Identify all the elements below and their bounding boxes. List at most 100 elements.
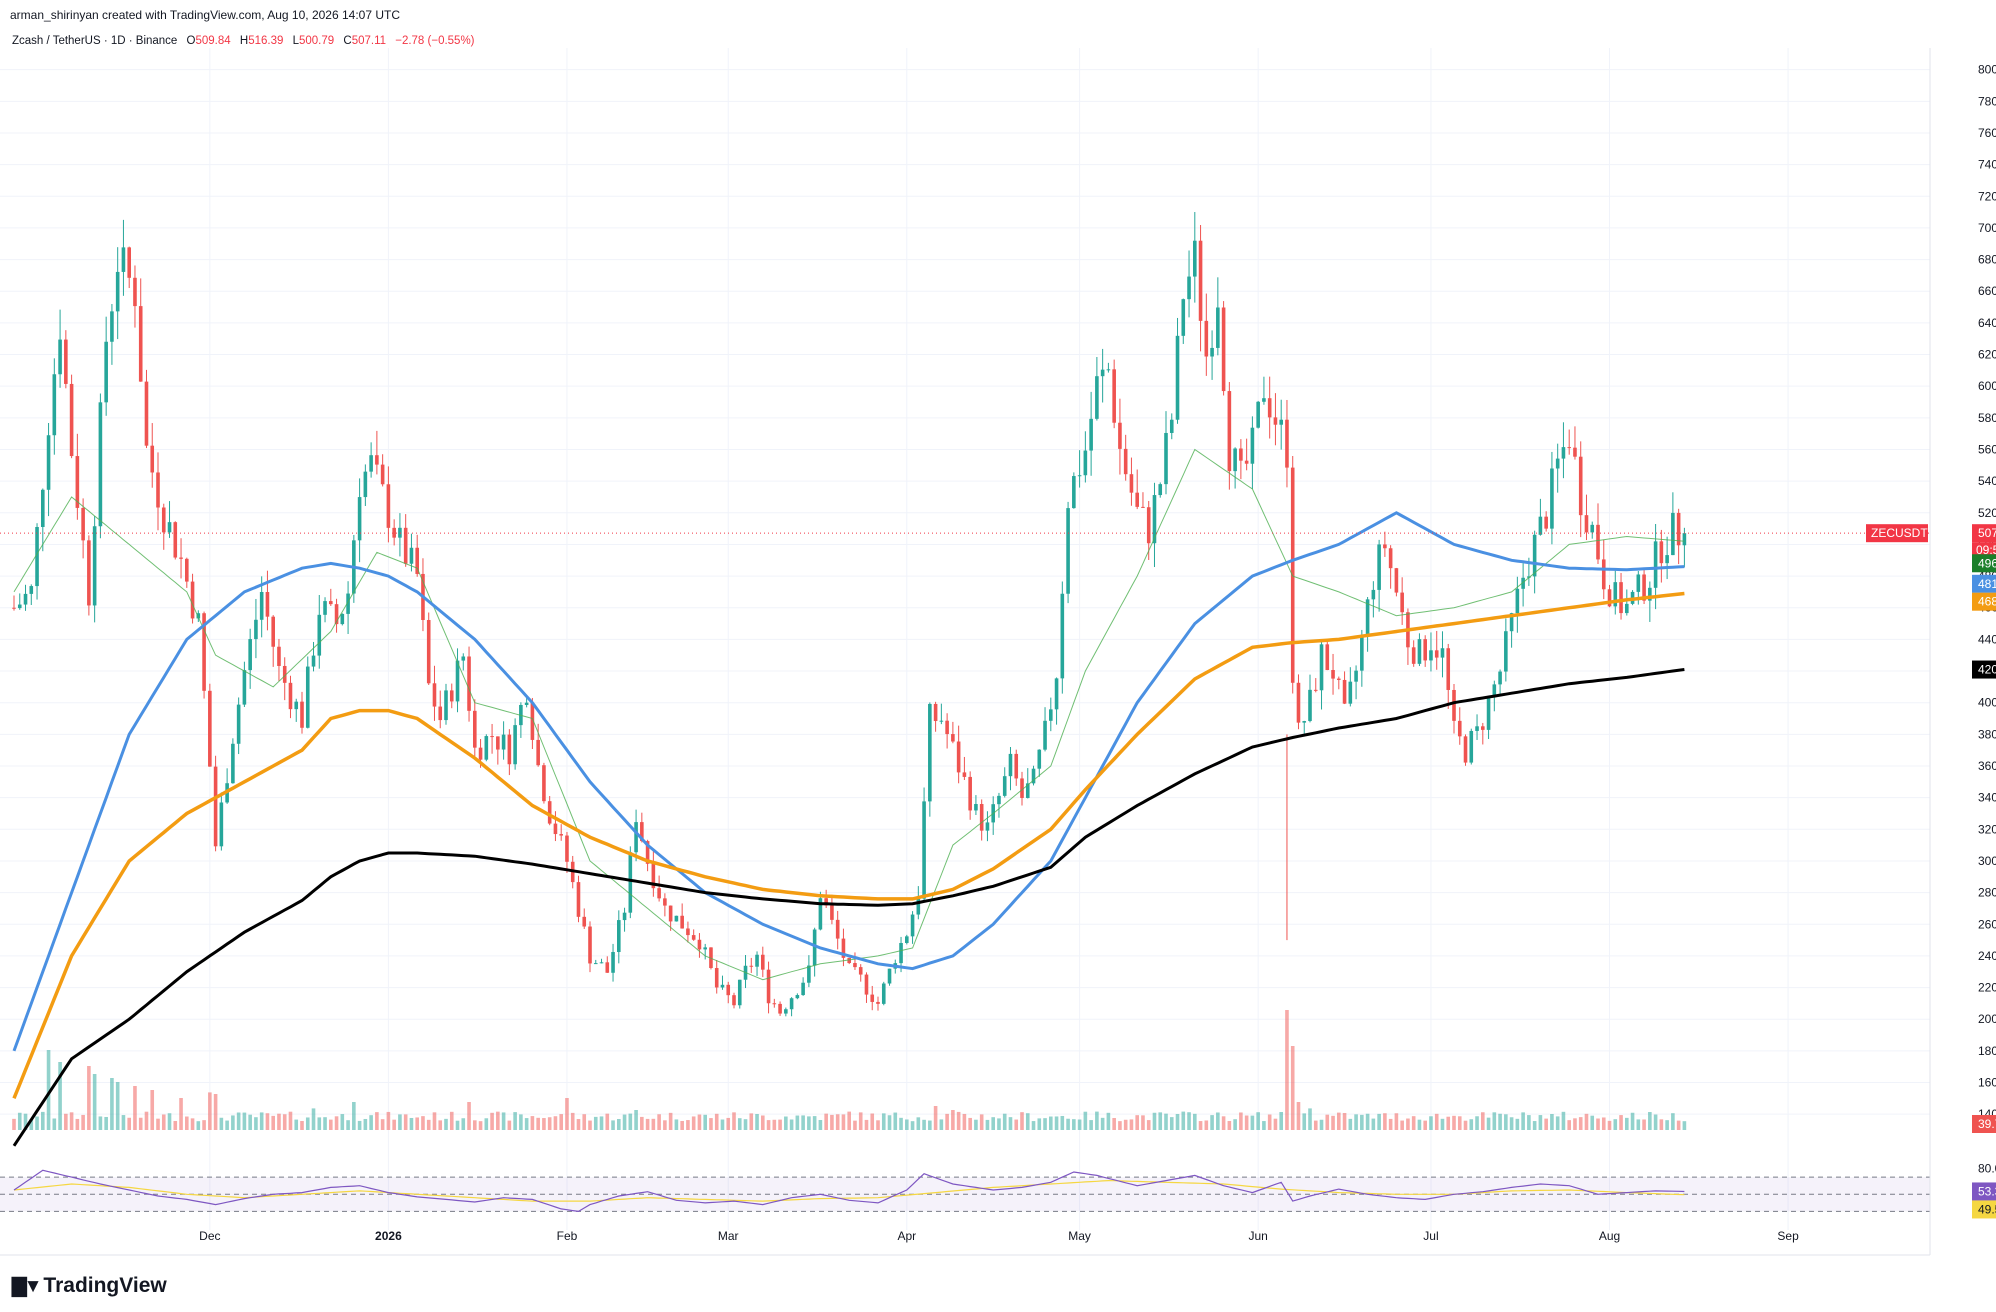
volume-bar (1290, 1046, 1295, 1130)
volume-bar (35, 1116, 39, 1130)
volume-bar (807, 1116, 811, 1130)
volume-bar (876, 1120, 880, 1130)
candle-body (1233, 448, 1237, 472)
volume-bar (853, 1120, 857, 1130)
y-tick-label: 300.00 (1978, 854, 1996, 868)
candle-body (294, 701, 299, 710)
candle-body (363, 471, 368, 498)
candle-body (553, 823, 558, 835)
symbol-info[interactable]: Zcash / TetherUS · 1D · Binance O509.84 … (12, 35, 475, 47)
candle-body (1481, 726, 1485, 730)
tradingview-brand[interactable]: ▇▼ TradingView (12, 1274, 167, 1298)
candle-body (1049, 709, 1053, 721)
candle-body (1515, 588, 1520, 614)
volume-bar (553, 1116, 558, 1130)
volume-bar (121, 1115, 126, 1130)
volume-bar (277, 1113, 281, 1130)
x-tick-label: Feb (557, 1229, 578, 1243)
volume-bar (1002, 1113, 1007, 1130)
volume-bar (1285, 1010, 1289, 1130)
open-label: O (186, 35, 196, 47)
volume-bar (1152, 1112, 1157, 1130)
candle-body (484, 736, 489, 760)
ma-black-line (12, 668, 1685, 1147)
volume-bar (12, 1118, 16, 1130)
candle-body (300, 701, 304, 728)
candle-body (58, 339, 62, 375)
volume-bar (1406, 1118, 1410, 1130)
ma-orange-tag-text: 468.88 (1978, 595, 1996, 609)
candle-body (582, 916, 587, 927)
symbol-name[interactable]: Zcash / TetherUS · 1D · Binance (12, 35, 178, 47)
candle-body (426, 619, 431, 684)
volume-bar (784, 1116, 788, 1130)
volume-bar (761, 1115, 765, 1130)
candle-body (1002, 776, 1007, 796)
volume-bar (1025, 1113, 1030, 1130)
volume-bar (910, 1121, 915, 1130)
candle-body (323, 601, 327, 615)
ma-short-tag-bg (1972, 554, 1996, 573)
candle-body (248, 639, 252, 671)
volume-bar (444, 1118, 448, 1130)
candle-body (691, 935, 696, 940)
volume-bar (1377, 1113, 1381, 1130)
candle-body (835, 919, 840, 939)
candle-body (726, 984, 731, 996)
volume-bar (1561, 1111, 1566, 1130)
volume-bar (58, 1062, 62, 1130)
x-tick-label: May (1068, 1229, 1091, 1243)
volume-bar (449, 1111, 454, 1130)
candle-body (1095, 376, 1099, 419)
volume-bar (127, 1117, 131, 1130)
volume-bar (1043, 1118, 1047, 1130)
volume-bar (922, 1119, 926, 1130)
volume-bar (265, 1113, 270, 1130)
volume-bar (1273, 1118, 1278, 1130)
volume-bar (1578, 1117, 1583, 1130)
candle-body (185, 558, 189, 582)
volume-bar (542, 1118, 546, 1130)
candle-body (1204, 320, 1209, 357)
candle-body (530, 702, 535, 740)
volume-bar (611, 1120, 615, 1130)
volume-bar (1244, 1115, 1249, 1130)
volume-bar (1550, 1114, 1554, 1130)
ma-medium-line (12, 511, 1685, 1052)
candle-body (864, 974, 869, 995)
volume-bar (1262, 1121, 1266, 1130)
candle-body (1659, 541, 1664, 564)
candle-body (346, 593, 350, 614)
candle-body (473, 710, 477, 748)
candle-body (1671, 512, 1675, 556)
volume-bar (1118, 1121, 1122, 1130)
candle-body (1031, 768, 1036, 784)
volume-bar (1417, 1119, 1422, 1130)
candle-body (254, 619, 258, 640)
candle-body (985, 822, 990, 831)
candle-body (231, 743, 235, 784)
candle-body (1642, 574, 1646, 601)
volume-bar (1060, 1115, 1065, 1130)
candle-body (1014, 753, 1019, 779)
volume-bar (1601, 1117, 1606, 1130)
volume-bar (743, 1119, 748, 1130)
volume-bar (369, 1115, 373, 1130)
volume-bar (1296, 1102, 1301, 1130)
candle-body (334, 604, 339, 625)
candle-body (1429, 650, 1433, 661)
volume-bar (536, 1117, 540, 1130)
volume-bar (617, 1119, 621, 1130)
volume-bar (686, 1120, 690, 1130)
candle-body (605, 962, 610, 973)
candle-body (1544, 516, 1548, 529)
candle-body (386, 484, 391, 528)
volume-bar (375, 1112, 379, 1130)
volume-bar (1429, 1116, 1433, 1130)
candle-body (1244, 460, 1249, 464)
candle-body (271, 616, 275, 647)
volume-bar (1509, 1117, 1514, 1130)
volume-bar (1521, 1112, 1525, 1130)
candle-body (1538, 516, 1543, 535)
